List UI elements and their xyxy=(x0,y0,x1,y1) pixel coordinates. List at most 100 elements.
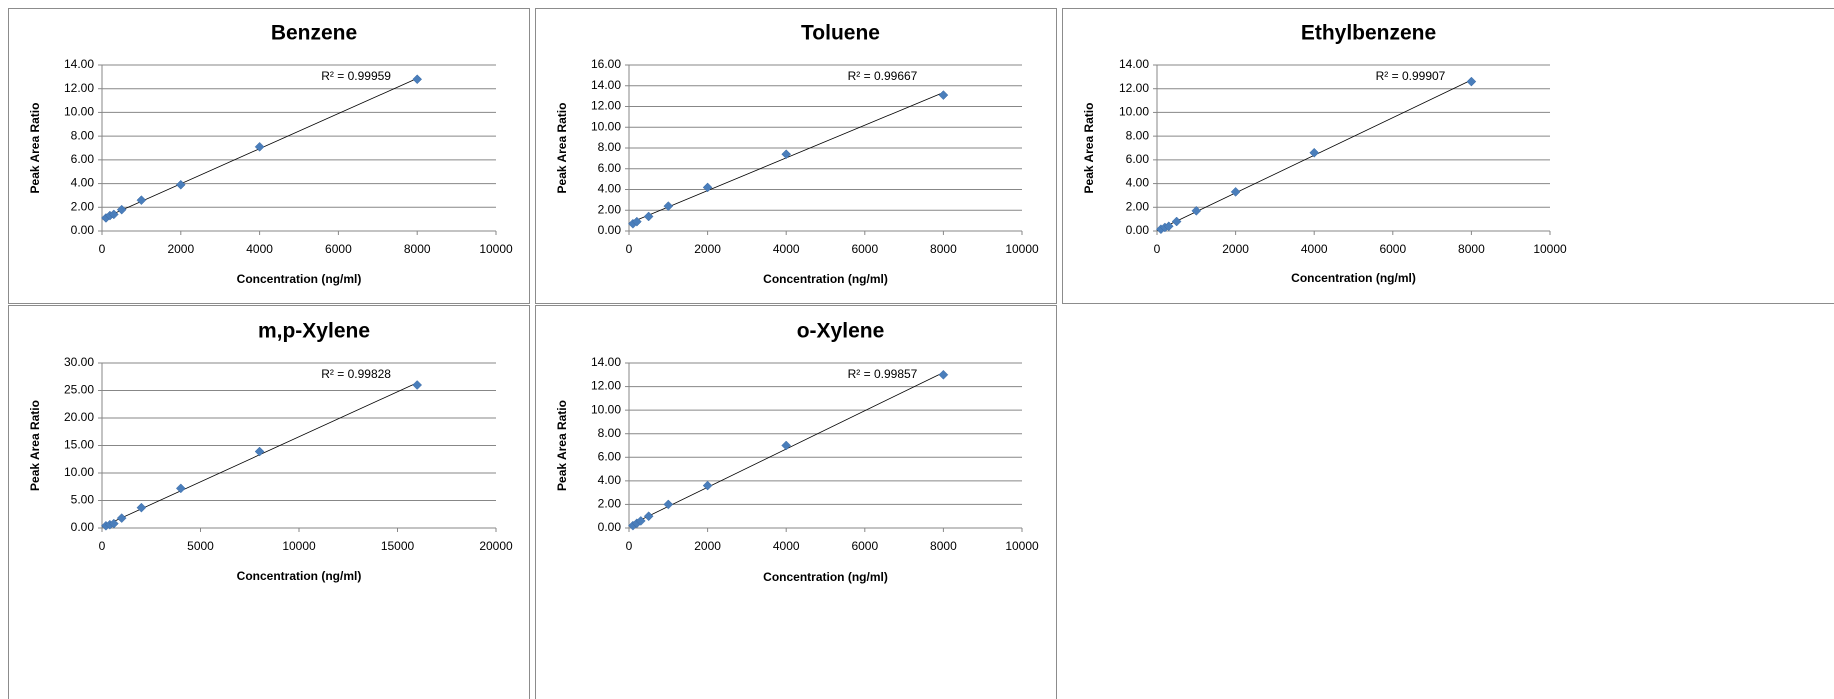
data-point xyxy=(632,216,642,227)
y-axis-label: Peak Area Ratio xyxy=(28,400,42,491)
y-tick-label: 16.00 xyxy=(591,57,621,71)
data-point xyxy=(663,499,674,510)
y-tick-label: 8.00 xyxy=(71,128,95,142)
data-point xyxy=(175,179,186,190)
x-tick-label: 10000 xyxy=(282,539,316,553)
y-tick-label: 4.00 xyxy=(71,176,95,190)
x-tick-label: 10000 xyxy=(479,242,513,256)
y-axis-label: Peak Area Ratio xyxy=(1082,103,1096,194)
y-tick-label: 0.00 xyxy=(71,520,95,534)
x-tick-label: 6000 xyxy=(851,539,878,553)
x-tick-label: 6000 xyxy=(851,242,878,256)
y-tick-label: 10.00 xyxy=(1119,105,1149,119)
x-axis-label: Concentration (ng/ml) xyxy=(1291,271,1416,285)
x-tick-label: 0 xyxy=(99,242,106,256)
x-tick-label: 10000 xyxy=(1005,242,1039,256)
y-tick-label: 2.00 xyxy=(1126,199,1150,213)
data-point xyxy=(108,209,119,220)
x-tick-label: 5000 xyxy=(187,539,214,553)
data-point xyxy=(702,480,713,491)
x-axis-label: Concentration (ng/ml) xyxy=(237,272,362,286)
y-tick-label: 6.00 xyxy=(598,449,622,463)
x-tick-label: 15000 xyxy=(381,539,415,553)
y-tick-label: 8.00 xyxy=(1126,128,1150,142)
x-tick-label: 20000 xyxy=(479,539,513,553)
chart-title: Toluene xyxy=(801,22,880,45)
y-tick-label: 14.00 xyxy=(591,355,621,369)
x-tick-label: 2000 xyxy=(694,539,721,553)
r-squared-annotation: R² = 0.99959 xyxy=(321,69,391,83)
data-point xyxy=(1163,221,1174,232)
y-tick-label: 10.00 xyxy=(591,402,621,416)
y-tick-label: 10.00 xyxy=(64,105,94,119)
data-point xyxy=(412,380,423,390)
r-squared-annotation: R² = 0.99828 xyxy=(321,367,391,381)
x-axis-label: Concentration (ng/ml) xyxy=(763,272,888,286)
x-tick-label: 0 xyxy=(1154,242,1161,256)
chart-title: Benzene xyxy=(271,22,357,45)
data-point xyxy=(136,502,147,513)
y-tick-label: 30.00 xyxy=(64,355,94,369)
y-tick-label: 12.00 xyxy=(591,379,621,393)
y-tick-label: 2.00 xyxy=(598,497,622,511)
chart-title: Ethylbenzene xyxy=(1301,22,1436,45)
data-point xyxy=(254,446,265,457)
data-point xyxy=(1230,187,1241,197)
r-squared-annotation: R² = 0.99857 xyxy=(848,367,918,381)
x-tick-label: 2000 xyxy=(167,242,194,256)
y-tick-label: 6.00 xyxy=(1126,152,1150,166)
data-point xyxy=(663,201,674,211)
r-squared-annotation: R² = 0.99907 xyxy=(1376,69,1446,83)
y-tick-label: 2.00 xyxy=(598,202,622,216)
x-tick-label: 6000 xyxy=(1379,242,1406,256)
chart-title: o-Xylene xyxy=(797,320,885,343)
y-tick-label: 5.00 xyxy=(71,493,95,507)
y-tick-label: 14.00 xyxy=(64,57,94,71)
data-point xyxy=(1191,205,1202,216)
y-tick-label: 25.00 xyxy=(64,383,94,397)
data-point xyxy=(781,149,792,160)
data-point xyxy=(108,518,119,529)
data-point xyxy=(635,516,646,526)
data-point xyxy=(643,211,654,222)
x-tick-label: 4000 xyxy=(773,242,800,256)
x-tick-label: 8000 xyxy=(404,242,431,256)
chart-panel xyxy=(8,8,530,304)
y-tick-label: 0.00 xyxy=(598,520,622,534)
x-tick-label: 0 xyxy=(626,242,633,256)
data-point xyxy=(938,90,949,100)
y-axis-label: Peak Area Ratio xyxy=(28,103,42,194)
data-point xyxy=(175,483,186,494)
data-point xyxy=(412,74,423,85)
r-squared-annotation: R² = 0.99667 xyxy=(848,69,918,83)
data-point xyxy=(116,513,127,523)
data-point xyxy=(938,369,949,380)
y-tick-label: 6.00 xyxy=(71,152,95,166)
y-axis-label: Peak Area Ratio xyxy=(555,103,569,194)
x-axis-label: Concentration (ng/ml) xyxy=(237,569,362,583)
data-point xyxy=(702,182,713,193)
data-point xyxy=(1171,216,1182,227)
x-tick-label: 8000 xyxy=(1458,242,1485,256)
y-tick-label: 14.00 xyxy=(1119,57,1149,71)
x-tick-label: 10000 xyxy=(1533,242,1567,256)
y-tick-label: 0.00 xyxy=(1126,223,1150,237)
y-tick-label: 8.00 xyxy=(598,140,622,154)
chart-title: m,p-Xylene xyxy=(258,320,370,343)
data-point xyxy=(781,440,792,451)
y-tick-label: 10.00 xyxy=(591,119,621,133)
chart-panel xyxy=(8,305,530,699)
x-axis-label: Concentration (ng/ml) xyxy=(763,570,888,584)
x-tick-label: 0 xyxy=(626,539,633,553)
chart-panel xyxy=(535,8,1057,304)
chart-panel xyxy=(1062,8,1834,304)
y-axis-label: Peak Area Ratio xyxy=(555,400,569,491)
x-tick-label: 10000 xyxy=(1005,539,1039,553)
x-tick-label: 6000 xyxy=(325,242,352,256)
y-tick-label: 14.00 xyxy=(591,78,621,92)
chart-panel xyxy=(535,305,1057,699)
data-point xyxy=(643,511,654,522)
y-tick-label: 2.00 xyxy=(71,199,95,213)
x-tick-label: 2000 xyxy=(694,242,721,256)
y-tick-label: 4.00 xyxy=(598,473,622,487)
